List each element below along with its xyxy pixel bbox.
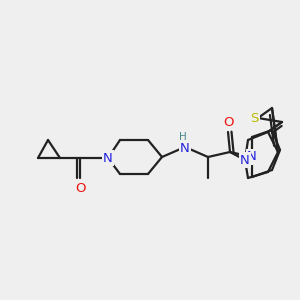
- Text: O: O: [75, 182, 85, 194]
- Text: N: N: [103, 152, 113, 164]
- Text: S: S: [250, 112, 258, 124]
- Text: N: N: [247, 151, 257, 164]
- Text: H: H: [179, 132, 187, 142]
- Text: N: N: [240, 154, 250, 166]
- Text: N: N: [180, 142, 190, 155]
- Text: O: O: [223, 116, 233, 128]
